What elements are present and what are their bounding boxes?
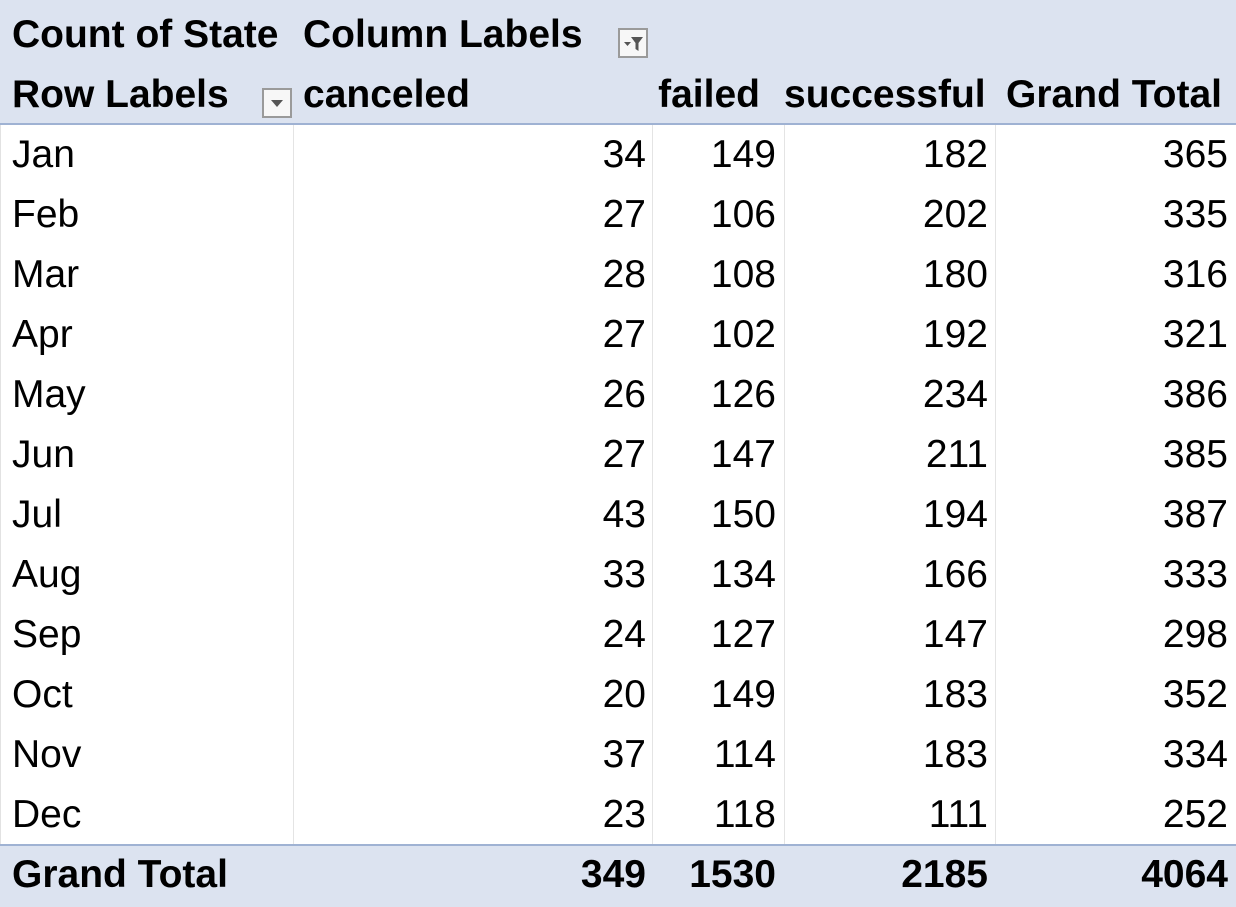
row-label[interactable]: Oct	[12, 673, 73, 716]
column-header-failed[interactable]: failed	[658, 73, 760, 116]
cell-grand-total[interactable]: 385	[1162, 433, 1228, 476]
column-header-successful[interactable]: successful	[784, 73, 986, 116]
row-label[interactable]: Apr	[12, 313, 73, 356]
row-label[interactable]: Mar	[12, 253, 80, 296]
cell-grand-total[interactable]: 365	[1162, 133, 1228, 176]
row-label[interactable]: Sep	[12, 613, 82, 656]
row-label[interactable]: Jan	[12, 133, 75, 176]
row-labels-header[interactable]: Row Labels	[12, 73, 229, 116]
cell-canceled[interactable]: 23	[602, 793, 646, 836]
cell-grand-total[interactable]: 352	[1162, 673, 1228, 716]
cell-grand-total[interactable]: 334	[1162, 733, 1228, 776]
cell-successful[interactable]: 147	[922, 613, 988, 656]
cell-failed[interactable]: 114	[713, 733, 776, 776]
cell-failed[interactable]: 127	[710, 613, 776, 656]
cell-canceled[interactable]: 37	[602, 733, 646, 776]
grand-total-overall[interactable]: 4064	[1141, 853, 1228, 896]
cell-successful[interactable]: 183	[922, 673, 988, 716]
cell-successful[interactable]: 166	[922, 553, 988, 596]
cell-canceled[interactable]: 27	[602, 313, 646, 356]
cell-failed[interactable]: 149	[710, 133, 776, 176]
cell-grand-total[interactable]: 386	[1162, 373, 1228, 416]
cell-grand-total[interactable]: 321	[1162, 313, 1228, 356]
value-field-label[interactable]: Count of State	[12, 13, 279, 56]
dropdown-arrow-icon[interactable]	[262, 88, 292, 118]
cell-canceled[interactable]: 26	[602, 373, 646, 416]
cell-canceled[interactable]: 27	[602, 433, 646, 476]
column-header-grand-total[interactable]: Grand Total	[1006, 73, 1222, 116]
cell-canceled[interactable]: 28	[602, 253, 646, 296]
row-label[interactable]: Aug	[12, 553, 82, 596]
gridline	[784, 0, 785, 907]
cell-grand-total[interactable]: 298	[1162, 613, 1228, 656]
cell-grand-total[interactable]: 252	[1162, 793, 1228, 836]
cell-grand-total[interactable]: 335	[1162, 193, 1228, 236]
cell-grand-total[interactable]: 316	[1162, 253, 1228, 296]
cell-successful[interactable]: 192	[922, 313, 988, 356]
cell-successful[interactable]: 183	[922, 733, 988, 776]
pivot-header-band	[0, 0, 1236, 124]
gridline	[293, 0, 294, 907]
row-label[interactable]: Nov	[12, 733, 82, 776]
cell-failed[interactable]: 106	[710, 193, 776, 236]
filter-active-icon[interactable]	[618, 28, 648, 58]
cell-grand-total[interactable]: 387	[1162, 493, 1228, 536]
grand-total-label[interactable]: Grand Total	[12, 853, 228, 896]
row-label[interactable]: Jun	[12, 433, 75, 476]
gridline	[995, 0, 996, 907]
cell-successful[interactable]: 194	[922, 493, 988, 536]
cell-canceled[interactable]: 43	[602, 493, 646, 536]
cell-canceled[interactable]: 34	[602, 133, 646, 176]
cell-successful[interactable]: 234	[922, 373, 988, 416]
cell-failed[interactable]: 102	[710, 313, 776, 356]
row-label[interactable]: Feb	[12, 193, 80, 236]
cell-successful[interactable]: 182	[922, 133, 988, 176]
grand-total-canceled[interactable]: 349	[580, 853, 646, 896]
pivot-total-band	[0, 846, 1236, 907]
cell-failed[interactable]: 118	[713, 793, 776, 836]
row-label[interactable]: Dec	[12, 793, 82, 836]
row-label[interactable]: Jul	[12, 493, 62, 536]
cell-canceled[interactable]: 24	[602, 613, 646, 656]
grand-total-successful[interactable]: 2185	[901, 853, 988, 896]
cell-successful[interactable]: 111	[928, 793, 988, 836]
pivot-header-border	[0, 123, 1236, 125]
cell-canceled[interactable]: 20	[602, 673, 646, 716]
cell-successful[interactable]: 211	[925, 433, 988, 476]
cell-failed[interactable]: 134	[710, 553, 776, 596]
pivot-total-border	[0, 844, 1236, 846]
grand-total-failed[interactable]: 1530	[689, 853, 776, 896]
gridline	[652, 0, 653, 907]
column-header-canceled[interactable]: canceled	[303, 73, 470, 116]
cell-failed[interactable]: 149	[710, 673, 776, 716]
cell-failed[interactable]: 126	[710, 373, 776, 416]
cell-canceled[interactable]: 33	[602, 553, 646, 596]
row-label[interactable]: May	[12, 373, 86, 416]
cell-canceled[interactable]: 27	[602, 193, 646, 236]
cell-grand-total[interactable]: 333	[1162, 553, 1228, 596]
cell-failed[interactable]: 108	[710, 253, 776, 296]
cell-failed[interactable]: 147	[710, 433, 776, 476]
column-labels-header[interactable]: Column Labels	[303, 13, 583, 56]
cell-successful[interactable]: 202	[922, 193, 988, 236]
cell-failed[interactable]: 150	[710, 493, 776, 536]
cell-successful[interactable]: 180	[922, 253, 988, 296]
